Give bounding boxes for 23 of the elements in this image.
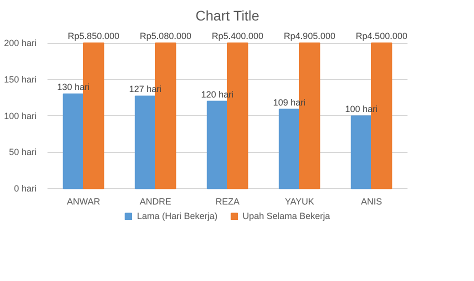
legend-label: Lama (Hari Bekerja) <box>136 211 218 221</box>
bar <box>62 93 84 190</box>
bar <box>206 100 228 190</box>
legend-label: Upah Selama Bekerja <box>242 211 330 221</box>
bar <box>278 108 300 190</box>
x-tick-label: ANDRE <box>140 196 172 207</box>
y-tick-label: 0 hari <box>14 184 36 194</box>
y-tick-label: 200 hari <box>4 38 37 48</box>
x-tick-label: ANIS <box>360 196 382 207</box>
data-label: Rp5.850.000 <box>68 31 120 42</box>
y-tick-label: 50 hari <box>8 147 37 158</box>
x-tick-label: YAYUK <box>284 196 314 207</box>
x-tick-label: ANWAR <box>66 196 101 207</box>
bar <box>350 115 372 190</box>
data-label: Rp5.400.000 <box>212 31 264 42</box>
data-label: Rp4.905.000 <box>284 31 336 42</box>
x-tick-label: REZA <box>216 196 240 207</box>
bar <box>134 96 156 190</box>
y-tick-label: 150 hari <box>4 74 37 84</box>
chart-title: Chart Title <box>195 8 260 24</box>
data-label: Rp4.500.000 <box>356 31 408 42</box>
y-tick-label: 100 hari <box>4 110 37 121</box>
data-label: Rp5.080.000 <box>140 31 192 42</box>
